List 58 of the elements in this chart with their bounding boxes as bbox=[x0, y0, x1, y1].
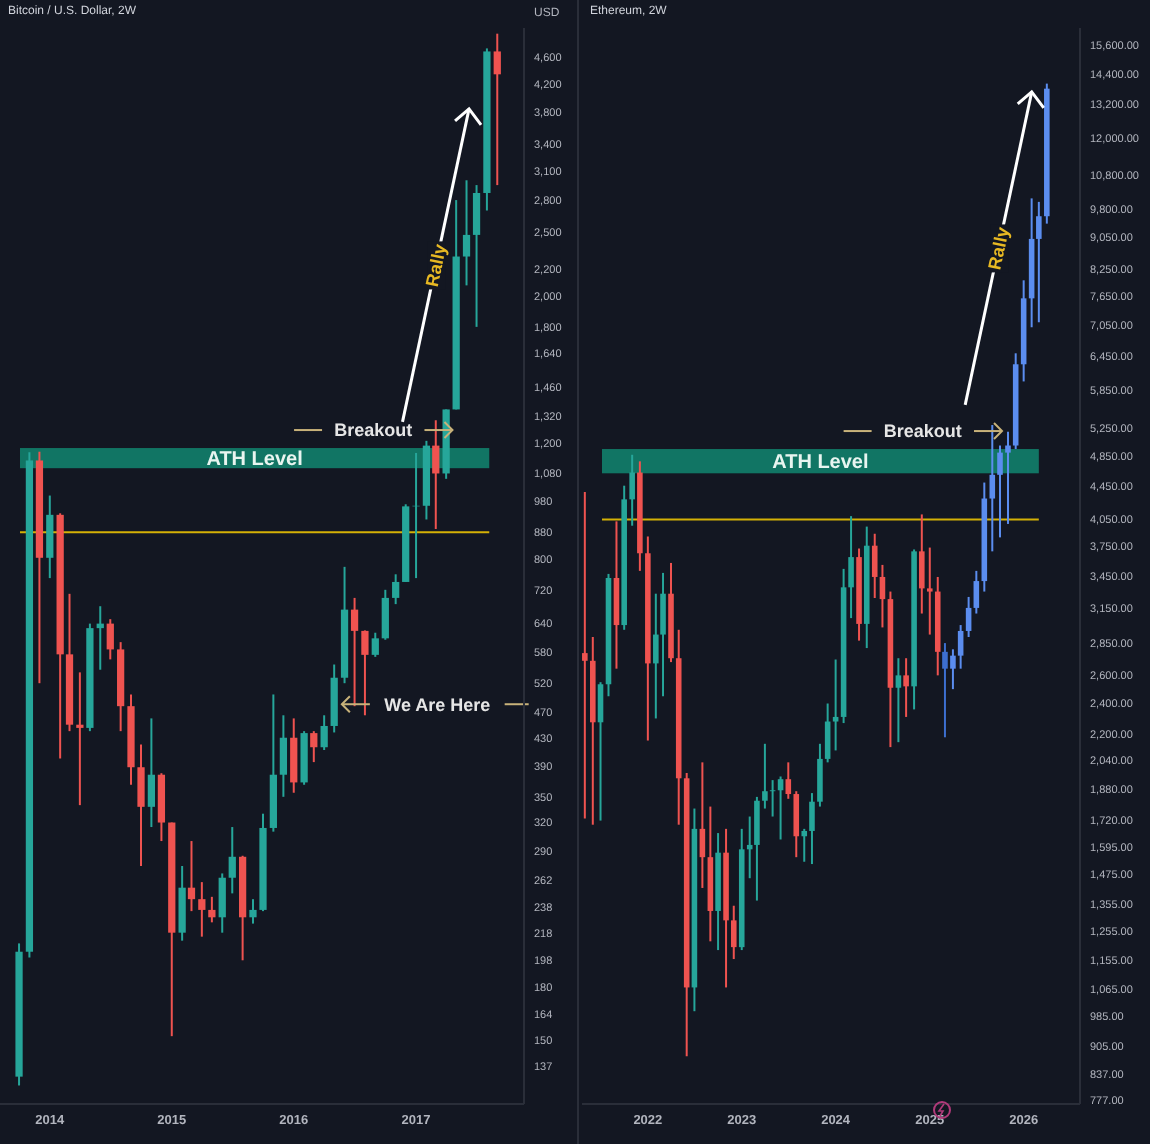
candlestick bbox=[432, 419, 440, 530]
candlestick bbox=[629, 453, 635, 527]
candlestick bbox=[228, 826, 236, 895]
candlestick bbox=[320, 714, 328, 752]
candlestick bbox=[942, 642, 948, 739]
candlestick bbox=[187, 840, 196, 913]
candlestick bbox=[793, 790, 800, 859]
candlestick bbox=[249, 898, 257, 925]
candlestick bbox=[730, 904, 737, 961]
candlestick bbox=[582, 491, 588, 820]
annotation: Rally bbox=[984, 225, 1014, 272]
candlestick bbox=[989, 424, 996, 553]
candlestick bbox=[147, 717, 156, 829]
candlestick bbox=[290, 717, 298, 794]
candlestick bbox=[809, 792, 815, 866]
candlestick bbox=[950, 648, 956, 691]
candlestick bbox=[371, 631, 379, 658]
candlestick bbox=[832, 658, 839, 752]
candlestick bbox=[178, 865, 186, 942]
candlestick bbox=[801, 827, 808, 863]
candlestick bbox=[493, 32, 501, 187]
candlestick bbox=[1005, 430, 1011, 525]
band-label: ATH Level bbox=[206, 449, 304, 472]
candlestick bbox=[46, 494, 54, 580]
candlestick bbox=[762, 742, 768, 810]
candlestick bbox=[903, 657, 909, 718]
candlestick bbox=[997, 444, 1003, 539]
candlestick bbox=[957, 624, 964, 670]
candlestick bbox=[754, 795, 760, 902]
candlestick bbox=[279, 714, 288, 798]
candlestick bbox=[350, 596, 359, 708]
candlestick bbox=[597, 681, 604, 822]
candlestick bbox=[472, 184, 481, 328]
candlestick bbox=[310, 730, 318, 764]
candlestick bbox=[198, 881, 206, 938]
candlestick bbox=[817, 742, 823, 808]
annotation: Rally bbox=[421, 242, 451, 289]
candlestick bbox=[137, 743, 145, 868]
band-label: ATH Level bbox=[772, 452, 869, 475]
candlestick bbox=[361, 629, 369, 717]
annotation: Breakout bbox=[883, 421, 962, 442]
candlestick bbox=[157, 772, 166, 843]
candlestick bbox=[462, 179, 471, 287]
candlestick bbox=[218, 872, 226, 934]
candlestick bbox=[392, 573, 400, 606]
annotation: Breakout bbox=[334, 420, 413, 441]
candlestick bbox=[76, 671, 84, 807]
candlestick bbox=[926, 546, 933, 636]
candlestick bbox=[381, 588, 389, 641]
candlestick bbox=[106, 618, 114, 661]
annotation: We Are Here bbox=[384, 694, 491, 715]
candlestick bbox=[895, 657, 902, 744]
candlestick bbox=[208, 895, 216, 924]
candlestick bbox=[785, 761, 792, 800]
candlestick bbox=[919, 513, 925, 615]
candlestick bbox=[769, 779, 776, 818]
candlestick bbox=[973, 569, 980, 615]
candlestick bbox=[1036, 200, 1042, 324]
